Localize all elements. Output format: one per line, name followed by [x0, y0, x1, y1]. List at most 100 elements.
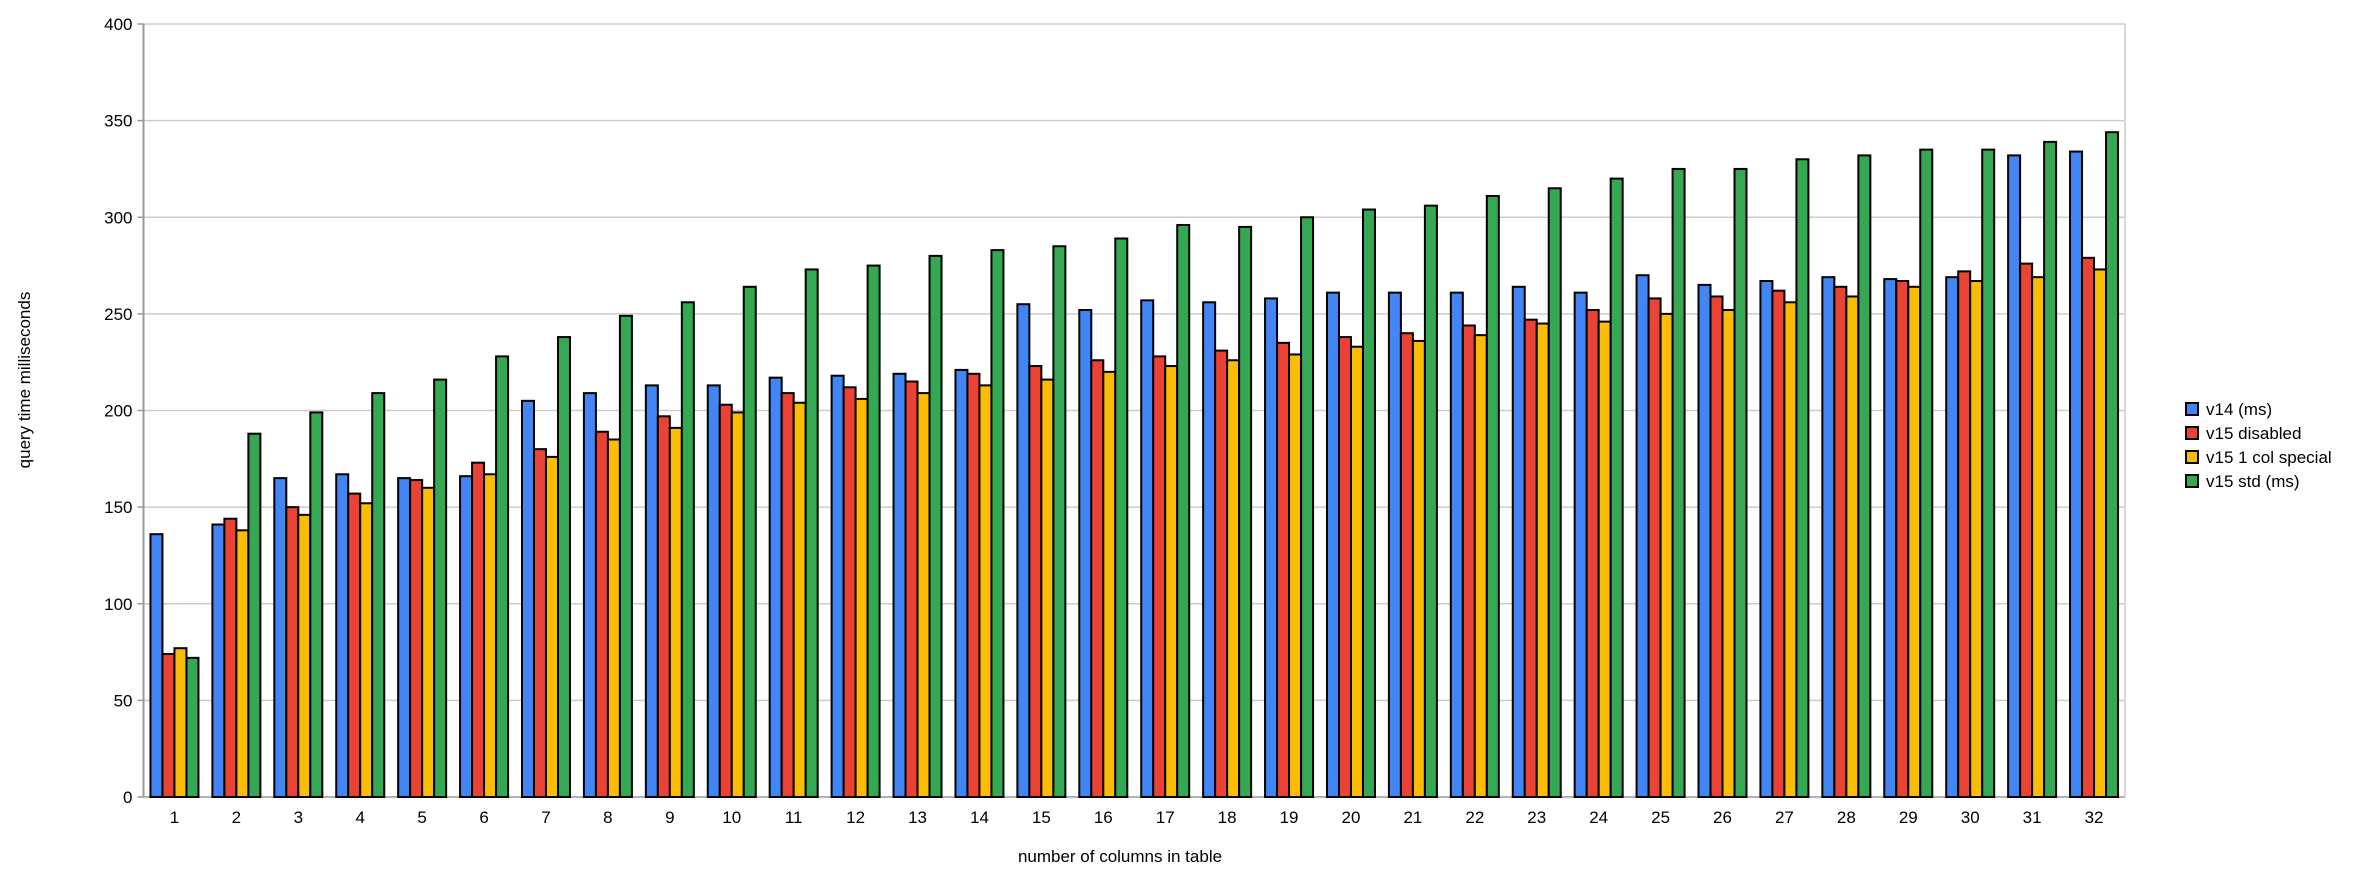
bar-v14-ms--cat-13	[892, 372, 907, 798]
bar-v15-disabled-cat-22	[1461, 324, 1476, 798]
bar-v15-std-ms--cat-22	[1485, 194, 1500, 798]
bar-v14-ms--cat-11	[768, 376, 783, 798]
bar-layer	[149, 131, 2120, 799]
bar-v15-disabled-cat-32	[2081, 256, 2096, 798]
bar-v14-ms--cat-28	[1821, 276, 1836, 799]
bar-v15-std-ms--cat-32	[2105, 131, 2120, 799]
bar-v14-ms--cat-31	[2007, 154, 2022, 799]
x-tick-label: 29	[1899, 808, 1918, 827]
bar-v15-1-col-special-cat-3	[297, 513, 312, 798]
legend-item: v15 disabled	[2185, 424, 2301, 443]
bar-v15-std-ms--cat-6	[495, 355, 510, 798]
bar-v15-disabled-cat-26	[1709, 295, 1724, 798]
bar-v14-ms--cat-27	[1759, 280, 1774, 798]
bar-v14-ms--cat-26	[1697, 283, 1712, 798]
x-tick-label: 3	[294, 808, 303, 827]
bar-v15-disabled-cat-13	[904, 380, 919, 798]
bar-v15-1-col-special-cat-6	[483, 473, 498, 798]
bar-v15-std-ms--cat-27	[1795, 158, 1810, 798]
bar-v14-ms--cat-7	[520, 399, 535, 798]
bar-v15-1-col-special-cat-10	[730, 411, 745, 798]
legend-label: v15 disabled	[2206, 424, 2301, 443]
x-tick-label: 26	[1713, 808, 1732, 827]
bar-v15-std-ms--cat-28	[1857, 154, 1872, 799]
bar-v15-disabled-cat-15	[1028, 365, 1043, 798]
bar-v15-1-col-special-cat-11	[792, 401, 807, 798]
bar-v14-ms--cat-15	[1016, 303, 1031, 798]
bar-v14-ms--cat-25	[1635, 274, 1650, 799]
legend-swatch	[2185, 450, 2199, 464]
bar-v15-1-col-special-cat-14	[978, 384, 993, 798]
y-axis-title: query time milliseconds	[15, 292, 34, 469]
bar-v15-disabled-cat-21	[1399, 332, 1414, 798]
bar-v15-1-col-special-cat-23	[1535, 322, 1550, 798]
x-axis-title: number of columns in table	[1018, 847, 1222, 866]
y-tick-label: 100	[104, 595, 132, 614]
bar-v15-disabled-cat-12	[842, 386, 857, 798]
bar-v15-std-ms--cat-10	[742, 285, 757, 798]
bar-v15-disabled-cat-1	[161, 652, 176, 798]
bar-v15-disabled-cat-4	[347, 492, 362, 798]
bar-v15-disabled-cat-2	[223, 517, 238, 798]
bar-v15-std-ms--cat-31	[2043, 140, 2058, 798]
x-tick-label: 12	[846, 808, 865, 827]
x-tick-label: 19	[1280, 808, 1299, 827]
x-tick-label: 23	[1527, 808, 1546, 827]
bar-v14-ms--cat-2	[211, 523, 226, 799]
bar-v15-std-ms--cat-5	[433, 378, 448, 798]
bar-v15-std-ms--cat-26	[1733, 167, 1748, 798]
bar-v15-disabled-cat-9	[656, 415, 671, 798]
x-tick-label: 27	[1775, 808, 1794, 827]
bar-v15-disabled-cat-8	[594, 430, 609, 798]
legend-swatch	[2185, 474, 2199, 488]
bar-v15-disabled-cat-16	[1090, 359, 1105, 798]
x-tick-label: 28	[1837, 808, 1856, 827]
bar-v15-std-ms--cat-16	[1114, 237, 1129, 798]
bar-v15-disabled-cat-7	[532, 448, 547, 798]
bar-v15-std-ms--cat-23	[1547, 187, 1562, 798]
x-tick-label: 6	[479, 808, 488, 827]
bar-v15-1-col-special-cat-30	[1969, 280, 1984, 798]
bar-v14-ms--cat-21	[1387, 291, 1402, 798]
x-tick-label: 9	[665, 808, 674, 827]
bar-v15-1-col-special-cat-4	[359, 502, 374, 798]
legend-swatch	[2185, 426, 2199, 440]
x-tick-label: 14	[970, 808, 989, 827]
bar-v14-ms--cat-6	[459, 475, 474, 798]
x-tick-label: 20	[1342, 808, 1361, 827]
bar-v14-ms--cat-14	[954, 368, 969, 798]
legend-item: v14 (ms)	[2185, 400, 2272, 419]
x-tick-label: 11	[785, 808, 803, 827]
bar-v15-disabled-cat-18	[1214, 349, 1229, 798]
bar-v14-ms--cat-20	[1325, 291, 1340, 798]
bar-v15-1-col-special-cat-26	[1721, 309, 1736, 798]
bar-v15-disabled-cat-17	[1152, 355, 1167, 798]
bar-v14-ms--cat-30	[1945, 276, 1960, 799]
bar-v15-1-col-special-cat-8	[606, 438, 621, 798]
bar-v15-disabled-cat-27	[1771, 289, 1786, 798]
bar-v15-disabled-cat-29	[1895, 280, 1910, 798]
bar-v15-std-ms--cat-19	[1300, 216, 1315, 798]
bar-v15-1-col-special-cat-5	[421, 486, 436, 798]
bar-v15-std-ms--cat-18	[1238, 225, 1253, 799]
bar-v15-disabled-cat-5	[409, 479, 424, 798]
bar-v15-1-col-special-cat-22	[1473, 334, 1488, 798]
bar-v15-1-col-special-cat-29	[1907, 285, 1922, 798]
x-tick-label: 17	[1156, 808, 1175, 827]
x-tick-label: 18	[1218, 808, 1237, 827]
bar-v15-std-ms--cat-8	[618, 314, 633, 798]
y-tick-label: 0	[123, 788, 132, 807]
bar-v15-disabled-cat-20	[1337, 336, 1352, 798]
bar-v14-ms--cat-17	[1140, 299, 1155, 798]
bar-v14-ms--cat-1	[149, 533, 164, 798]
bar-v15-1-col-special-cat-17	[1164, 365, 1179, 798]
x-tick-label: 5	[417, 808, 426, 827]
legend-item: v15 std (ms)	[2185, 472, 2300, 491]
bar-v14-ms--cat-10	[706, 384, 721, 798]
x-tick-label: 1	[170, 808, 179, 827]
bar-v14-ms--cat-12	[830, 374, 845, 798]
bar-v15-disabled-cat-14	[966, 372, 981, 798]
x-tick-label: 32	[2085, 808, 2104, 827]
bar-v15-std-ms--cat-11	[804, 268, 819, 798]
